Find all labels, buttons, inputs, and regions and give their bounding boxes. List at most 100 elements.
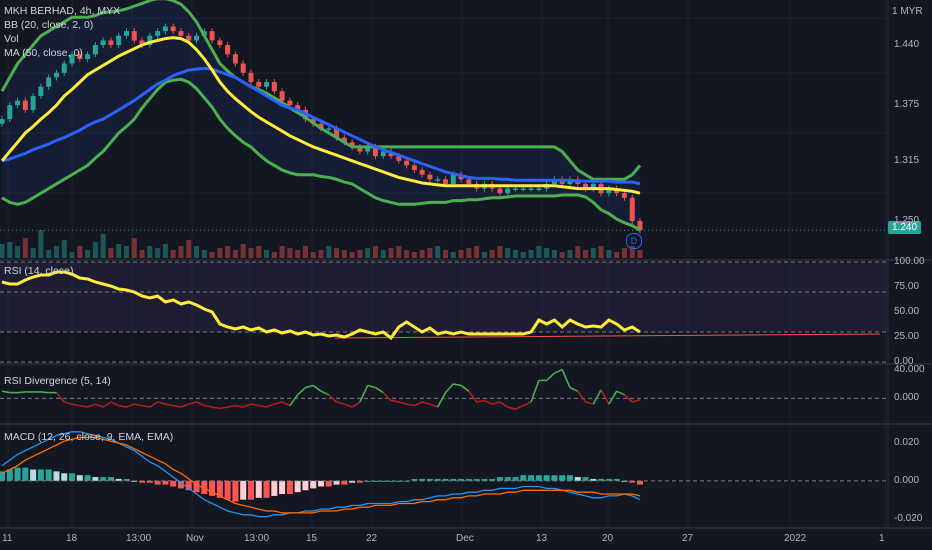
macd-histogram-bar: [123, 478, 130, 481]
candle-body: [295, 105, 301, 110]
candle-body: [629, 197, 635, 221]
volume-bar: [474, 246, 480, 258]
candle-body: [419, 170, 425, 175]
volume-bar: [61, 240, 67, 258]
candle-body: [365, 146, 371, 152]
candle-body: [170, 26, 176, 32]
candle-body: [217, 40, 223, 46]
macd-histogram-bar: [559, 475, 566, 481]
volume-bar: [248, 248, 254, 258]
macd-histogram-bar: [605, 478, 612, 481]
candle-body: [0, 119, 5, 124]
rsi-divergence-legend[interactable]: RSI Divergence (5, 14): [4, 375, 111, 387]
rsi-pane[interactable]: [0, 261, 888, 363]
ma-legend[interactable]: MA (50, close, 0): [4, 47, 83, 59]
macd-histogram-bar: [232, 480, 239, 502]
volume-bar: [100, 234, 106, 258]
volume-bar: [505, 248, 511, 258]
candle-body: [442, 179, 448, 184]
div-segment: [64, 401, 73, 405]
macd-histogram-bar: [0, 471, 5, 481]
macd-histogram-bar: [496, 477, 503, 481]
candle-body: [637, 220, 643, 231]
macd-histogram-bar: [388, 480, 395, 482]
macd-histogram-bar: [325, 480, 332, 487]
div-segment: [468, 390, 478, 403]
volume-bar: [481, 252, 487, 258]
volume-bar: [341, 250, 347, 258]
macd-histogram-bar: [310, 480, 317, 489]
vol-legend[interactable]: Vol: [4, 33, 19, 45]
div-segment: [250, 403, 259, 407]
div-segment: [157, 401, 166, 405]
volume-bar: [77, 246, 83, 258]
macd-pane[interactable]: [0, 431, 888, 518]
candle-body: [85, 54, 91, 59]
candle-body: [248, 72, 254, 83]
volume-bar: [232, 250, 238, 258]
macd-histogram-bar: [333, 480, 340, 485]
volume-bar: [528, 250, 534, 258]
macd-histogram-bar: [450, 478, 457, 481]
candle-body: [318, 123, 324, 129]
macd-histogram-bar: [535, 475, 542, 481]
time-tick-label: 13:00: [126, 533, 152, 544]
dividend-marker[interactable]: D: [626, 233, 642, 249]
div-segment: [289, 394, 299, 407]
volume-bar: [38, 230, 44, 258]
div-segment: [196, 401, 205, 407]
volume-bar: [240, 244, 246, 258]
div-segment: [453, 383, 462, 387]
candle-body: [606, 188, 612, 194]
div-segment: [134, 403, 143, 407]
time-tick-label: 15: [306, 533, 318, 544]
macd-histogram-bar: [100, 477, 107, 481]
macd-histogram-bar: [76, 475, 83, 481]
div-segment: [554, 368, 563, 374]
macd-histogram-bar: [185, 480, 192, 491]
volume-bar: [629, 246, 635, 258]
candle-body: [209, 31, 215, 41]
volume-bar: [123, 246, 129, 258]
macd-histogram-bar: [504, 477, 511, 481]
macd-histogram-bar: [22, 467, 29, 481]
rsi-divergence-pane[interactable]: [0, 368, 888, 410]
div-segment: [460, 384, 470, 392]
div-segment: [515, 404, 524, 410]
div-segment: [499, 401, 509, 408]
currency-label[interactable]: 1 MYR: [892, 6, 923, 17]
macd-histogram-bar: [92, 477, 99, 481]
volume-bar: [108, 248, 114, 258]
macd-histogram-bar: [216, 480, 223, 498]
price-tick-label: 1.440: [894, 39, 920, 51]
volume-bar: [92, 242, 98, 258]
macd-histogram-bar: [271, 480, 278, 496]
div-segment: [600, 389, 610, 405]
bb-lower-line: [1, 77, 641, 232]
candle-body: [349, 142, 355, 147]
macd-legend[interactable]: MACD (12, 26, close, 9, EMA, EMA): [4, 431, 174, 443]
candle-body: [396, 156, 402, 161]
candle-body: [147, 35, 153, 46]
candle-body: [404, 160, 410, 166]
candle-body: [380, 151, 386, 157]
candle-body: [194, 35, 200, 41]
candle-body: [621, 193, 627, 198]
div-tick-label: 0.000: [894, 392, 920, 404]
div-segment: [616, 390, 625, 396]
volume-bar: [139, 250, 145, 258]
rsi-legend[interactable]: RSI (14, close): [4, 265, 74, 277]
macd-histogram-bar: [380, 480, 387, 482]
macd-histogram-bar: [372, 480, 379, 482]
macd-histogram-bar: [543, 475, 550, 481]
volume-bar: [7, 242, 13, 258]
price-pane[interactable]: [0, 0, 888, 258]
macd-histogram-bar: [318, 480, 324, 487]
macd-histogram-bar: [177, 480, 184, 489]
bb-legend[interactable]: BB (20, close, 2, 0): [4, 19, 94, 31]
volume-bar: [256, 246, 262, 258]
volume-bar: [271, 252, 277, 258]
macd-histogram-bar: [53, 471, 60, 481]
rsi-tick-label: 75.00: [894, 281, 920, 292]
